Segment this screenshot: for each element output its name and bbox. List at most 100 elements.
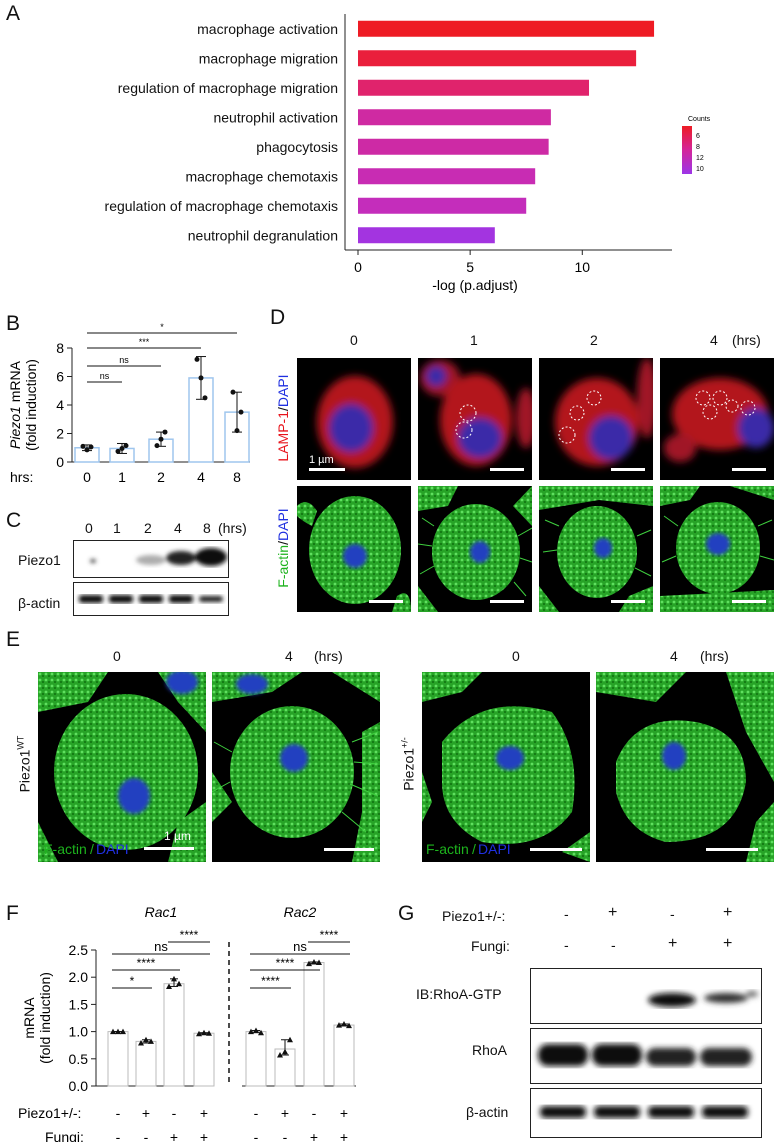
group-label-0: Rac1	[145, 904, 178, 920]
xtick-label-1: 1	[118, 469, 126, 485]
sig-label-0-2: ns	[154, 939, 168, 954]
e-wt-0h: F-actin / DAPI 1 µm	[38, 672, 206, 862]
point-0-2-2	[176, 980, 182, 987]
point-1-2	[123, 443, 129, 449]
sig-label-2: ***	[139, 337, 150, 347]
g-blot-actin	[530, 1088, 762, 1138]
c-time-0: 0	[85, 520, 93, 536]
sig-label-1-2: ns	[293, 939, 307, 954]
ytick-label-1: 2	[56, 426, 64, 442]
bar-0	[358, 20, 655, 37]
piezo1-mrna-chart: 0 2 4 6 8 Piezo1 mRNA (fold induction) hrs: 0 1 2 4…	[7, 322, 250, 485]
xtick-label-0: 0	[83, 469, 91, 485]
e-het-0h: F-actin / DAPI	[422, 672, 590, 862]
bar-6	[358, 197, 527, 214]
point-1-3-1	[341, 1020, 347, 1027]
d-factin-1h	[418, 486, 532, 612]
d-lamp1-0h: 1 µm	[297, 358, 411, 480]
bar-0-2	[163, 983, 185, 1087]
g-fungi-3: +	[668, 935, 678, 952]
sig-label-0: ns	[100, 371, 110, 381]
point-0-0	[80, 443, 86, 449]
legend-label-0: 6	[696, 133, 700, 140]
geno-het-text: Piezo1	[400, 747, 417, 791]
d-lamp1-1h	[418, 358, 532, 480]
xtick-label-1: 5	[466, 259, 474, 275]
point-0-3-0	[196, 1030, 202, 1037]
slash: /	[275, 541, 291, 545]
g-piezo-4: +	[723, 904, 733, 921]
bar-5	[358, 168, 536, 185]
bar-3	[358, 109, 551, 126]
e-het-4h	[596, 672, 774, 862]
legend-colorbar	[682, 126, 692, 174]
row-1-val-1: -	[144, 1129, 149, 1142]
xtick-label-2: 10	[574, 259, 590, 275]
e-wt-4h	[212, 672, 380, 862]
panel-label-b: B	[6, 312, 21, 335]
row-label-piezo: Piezo1+/-:	[18, 1105, 81, 1121]
row-1-val-2: +	[170, 1129, 178, 1142]
category-label-7: neutrophil degranulation	[188, 227, 338, 243]
point-0-3-1	[201, 1029, 207, 1036]
bar-1-2	[303, 962, 325, 1087]
scale-text: 1 µm	[309, 454, 334, 466]
row-0-val-1: +	[142, 1105, 150, 1121]
xtick-label-2: 2	[157, 469, 165, 485]
point-1-3-2	[346, 1022, 352, 1029]
point-0-0-0	[110, 1028, 116, 1035]
category-label-1: macrophage migration	[199, 50, 338, 66]
point-0-1-1	[143, 1036, 149, 1043]
row-1-val-5: -	[283, 1129, 288, 1142]
g-piezo-3: -	[670, 906, 675, 922]
g-label-rhoa: RhoA	[472, 1042, 508, 1058]
d-lamp1-4h	[660, 358, 774, 480]
factin-label: F-actin	[275, 544, 291, 588]
ytick-label-1: 0.5	[69, 1051, 89, 1067]
d-factin-2h	[539, 486, 653, 612]
ytick-label-4: 8	[56, 340, 64, 356]
ytick-label-0: 0	[56, 454, 64, 470]
bar-2	[358, 79, 590, 96]
category-label-3: neutrophil activation	[213, 109, 338, 125]
point-3-2	[202, 395, 208, 401]
sig-label-0-3: ****	[180, 928, 199, 942]
ytick-label-2: 4	[56, 397, 64, 413]
c-time-4: 4	[174, 520, 182, 536]
g-label-rhoa-gtp: IB:RhoA-GTP	[416, 986, 502, 1002]
c-label-actin: β-actin	[18, 595, 61, 611]
d-row2-label: F-actin/DAPI	[275, 508, 291, 587]
e-geno-het: Piezo1+/-	[400, 737, 417, 791]
g-piezo-2: +	[608, 904, 618, 921]
row-1-val-3: +	[200, 1129, 208, 1142]
e-overlay-dapi-2: DAPI	[478, 841, 511, 857]
e-time-0a: 0	[113, 648, 121, 664]
point-3-0	[194, 356, 200, 362]
ytick-label-4: 2.0	[69, 969, 89, 985]
y-axis-label: mRNA	[21, 997, 37, 1039]
c-time-8: 8	[203, 520, 211, 536]
c-time-2: 2	[144, 520, 152, 536]
sig-label-1: ns	[119, 355, 129, 365]
rac-mrna-chart: 0.0 0.5 1.0 1.5 2.0 2.5 mRNA (fold induction) Ra…	[18, 904, 356, 1142]
ytick-label-5: 2.5	[69, 942, 89, 958]
xtick-label-3: 4	[197, 469, 205, 485]
point-1-1-0	[277, 1051, 283, 1058]
sig-label-3: *	[160, 322, 164, 332]
point-1-3-0	[336, 1022, 342, 1028]
g-row-fungi-label: Fungi:	[471, 938, 510, 954]
category-label-5: macrophage chemotaxis	[185, 168, 338, 184]
row-0-val-4: -	[254, 1105, 259, 1121]
y-axis-label-2: (fold induction)	[23, 359, 39, 451]
bar-7	[358, 227, 495, 244]
point-2-0	[154, 443, 160, 449]
point-0-1	[84, 447, 90, 453]
e-overlay-slash: /	[90, 841, 94, 857]
row-label-fungi: Fungi:	[45, 1129, 84, 1142]
e-time-0b: 0	[512, 648, 520, 664]
e-geno-wt: Piezo1WT	[16, 736, 33, 793]
bar-0-1	[135, 1040, 157, 1087]
go-enrichment-chart: macrophage activation macrophage migratio…	[105, 14, 711, 293]
panel-label-g: G	[398, 902, 415, 925]
point-1-1-2	[287, 1036, 293, 1043]
